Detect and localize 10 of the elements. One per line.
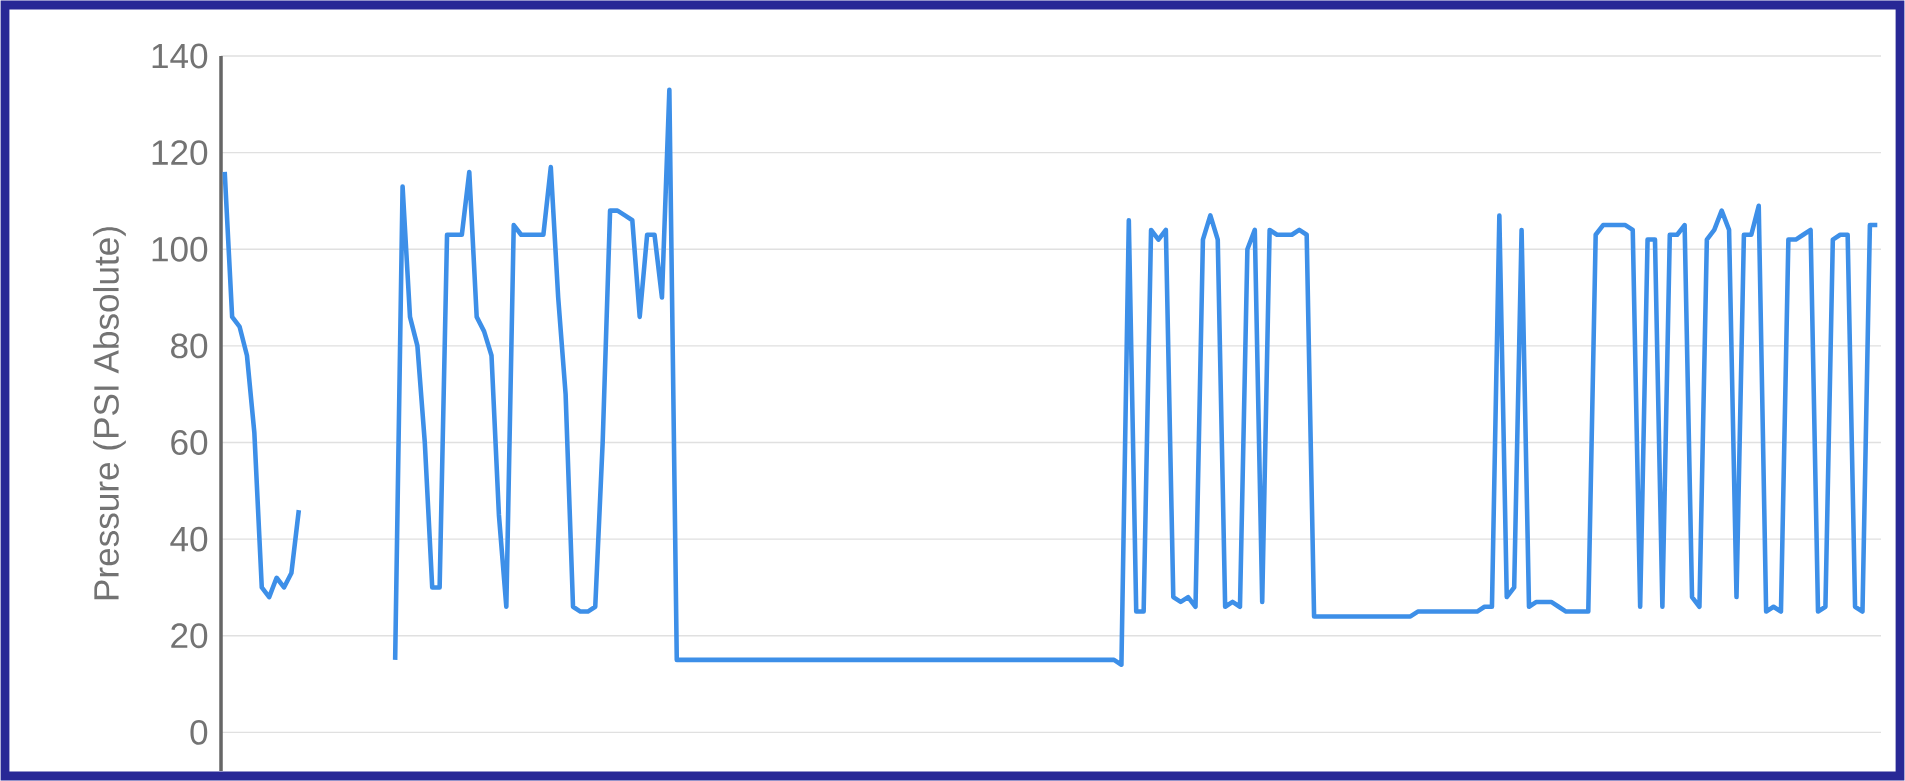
- y-tick-label: 60: [171, 430, 208, 455]
- y-tick-label: 40: [170, 526, 208, 552]
- y-tick-label: 140: [152, 43, 208, 69]
- y-tick-label: 120: [152, 140, 208, 166]
- line-series: [222, 169, 302, 600]
- y-axis-title: Pressure (PSI Absolute): [93, 227, 126, 600]
- y-tick-label: 80: [171, 333, 208, 359]
- y-tick-label: 0: [190, 719, 208, 745]
- y-tick-label: 20: [171, 623, 208, 649]
- y-tick-label: 100: [152, 236, 208, 262]
